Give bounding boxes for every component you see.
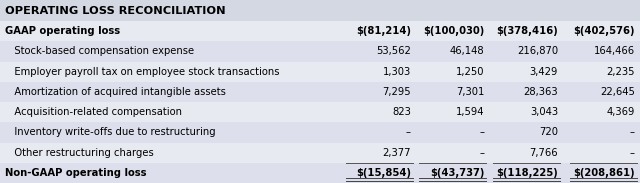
Text: $(118,225): $(118,225) — [497, 168, 558, 178]
Text: $(100,030): $(100,030) — [423, 26, 484, 36]
Bar — [0, 143, 640, 163]
Text: 22,645: 22,645 — [600, 87, 635, 97]
Text: Inventory write-offs due to restructuring: Inventory write-offs due to restructurin… — [5, 127, 216, 137]
Text: GAAP operating loss: GAAP operating loss — [5, 26, 120, 36]
Text: 720: 720 — [539, 127, 558, 137]
Text: 2,235: 2,235 — [606, 67, 635, 77]
Text: 164,466: 164,466 — [594, 46, 635, 56]
Text: 823: 823 — [392, 107, 411, 117]
Text: $(402,576): $(402,576) — [573, 26, 635, 36]
Text: 7,766: 7,766 — [529, 148, 558, 158]
Text: 3,429: 3,429 — [530, 67, 558, 77]
Bar — [0, 163, 640, 183]
Text: 53,562: 53,562 — [376, 46, 411, 56]
Bar — [0, 61, 640, 82]
Text: $(15,854): $(15,854) — [356, 168, 411, 178]
Text: Amortization of acquired intangible assets: Amortization of acquired intangible asse… — [5, 87, 226, 97]
Text: 1,303: 1,303 — [383, 67, 411, 77]
Text: $(43,737): $(43,737) — [430, 168, 484, 178]
Text: $(208,861): $(208,861) — [573, 168, 635, 178]
Text: Other restructuring charges: Other restructuring charges — [5, 148, 154, 158]
Text: 1,594: 1,594 — [456, 107, 484, 117]
Text: 4,369: 4,369 — [607, 107, 635, 117]
Text: 7,301: 7,301 — [456, 87, 484, 97]
Text: 216,870: 216,870 — [517, 46, 558, 56]
Text: –: – — [479, 148, 484, 158]
Text: 28,363: 28,363 — [524, 87, 558, 97]
Text: 3,043: 3,043 — [530, 107, 558, 117]
Bar — [0, 122, 640, 143]
Bar — [0, 0, 640, 21]
Bar — [0, 102, 640, 122]
Text: 2,377: 2,377 — [382, 148, 411, 158]
Text: 46,148: 46,148 — [450, 46, 484, 56]
Bar — [0, 21, 640, 41]
Text: –: – — [630, 148, 635, 158]
Text: –: – — [406, 127, 411, 137]
Text: Acquisition-related compensation: Acquisition-related compensation — [5, 107, 182, 117]
Text: $(378,416): $(378,416) — [497, 26, 558, 36]
Text: Non-GAAP operating loss: Non-GAAP operating loss — [5, 168, 147, 178]
Text: Employer payroll tax on employee stock transactions: Employer payroll tax on employee stock t… — [5, 67, 280, 77]
Text: $(81,214): $(81,214) — [356, 26, 411, 36]
Bar — [0, 41, 640, 61]
Bar — [0, 82, 640, 102]
Text: 1,250: 1,250 — [456, 67, 484, 77]
Text: –: – — [479, 127, 484, 137]
Text: –: – — [630, 127, 635, 137]
Text: 7,295: 7,295 — [382, 87, 411, 97]
Text: Stock-based compensation expense: Stock-based compensation expense — [5, 46, 195, 56]
Text: OPERATING LOSS RECONCILIATION: OPERATING LOSS RECONCILIATION — [5, 5, 226, 16]
